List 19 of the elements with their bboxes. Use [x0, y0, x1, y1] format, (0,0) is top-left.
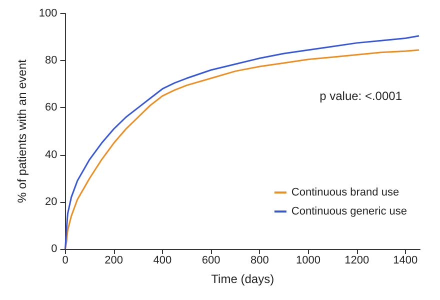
x-tick-label: 400: [153, 254, 172, 266]
x-tick-label: 200: [104, 254, 124, 266]
x-tick-label: 1200: [344, 254, 370, 266]
y-tick-label: 0: [51, 243, 58, 255]
y-tick-label: 60: [45, 102, 58, 114]
y-axis-title: % of patients with an event: [15, 58, 29, 203]
x-axis-title: Time (days): [211, 272, 274, 286]
x-tick-label: 1000: [296, 254, 320, 266]
y-tick-label: 100: [38, 8, 58, 20]
legend-label: Continuous brand use: [291, 186, 400, 198]
y-tick-label: 20: [45, 196, 58, 208]
y-tick-label: 80: [45, 54, 58, 67]
annotation: p value: <.0001: [320, 89, 402, 103]
y-tick-label: 40: [45, 148, 58, 161]
x-tick-label: 1400: [393, 254, 418, 266]
legend-label: Continuous generic use: [291, 206, 408, 218]
x-tick-label: 800: [250, 254, 269, 266]
x-tick-label: 0: [62, 254, 68, 266]
x-tick-label: 600: [202, 254, 220, 266]
